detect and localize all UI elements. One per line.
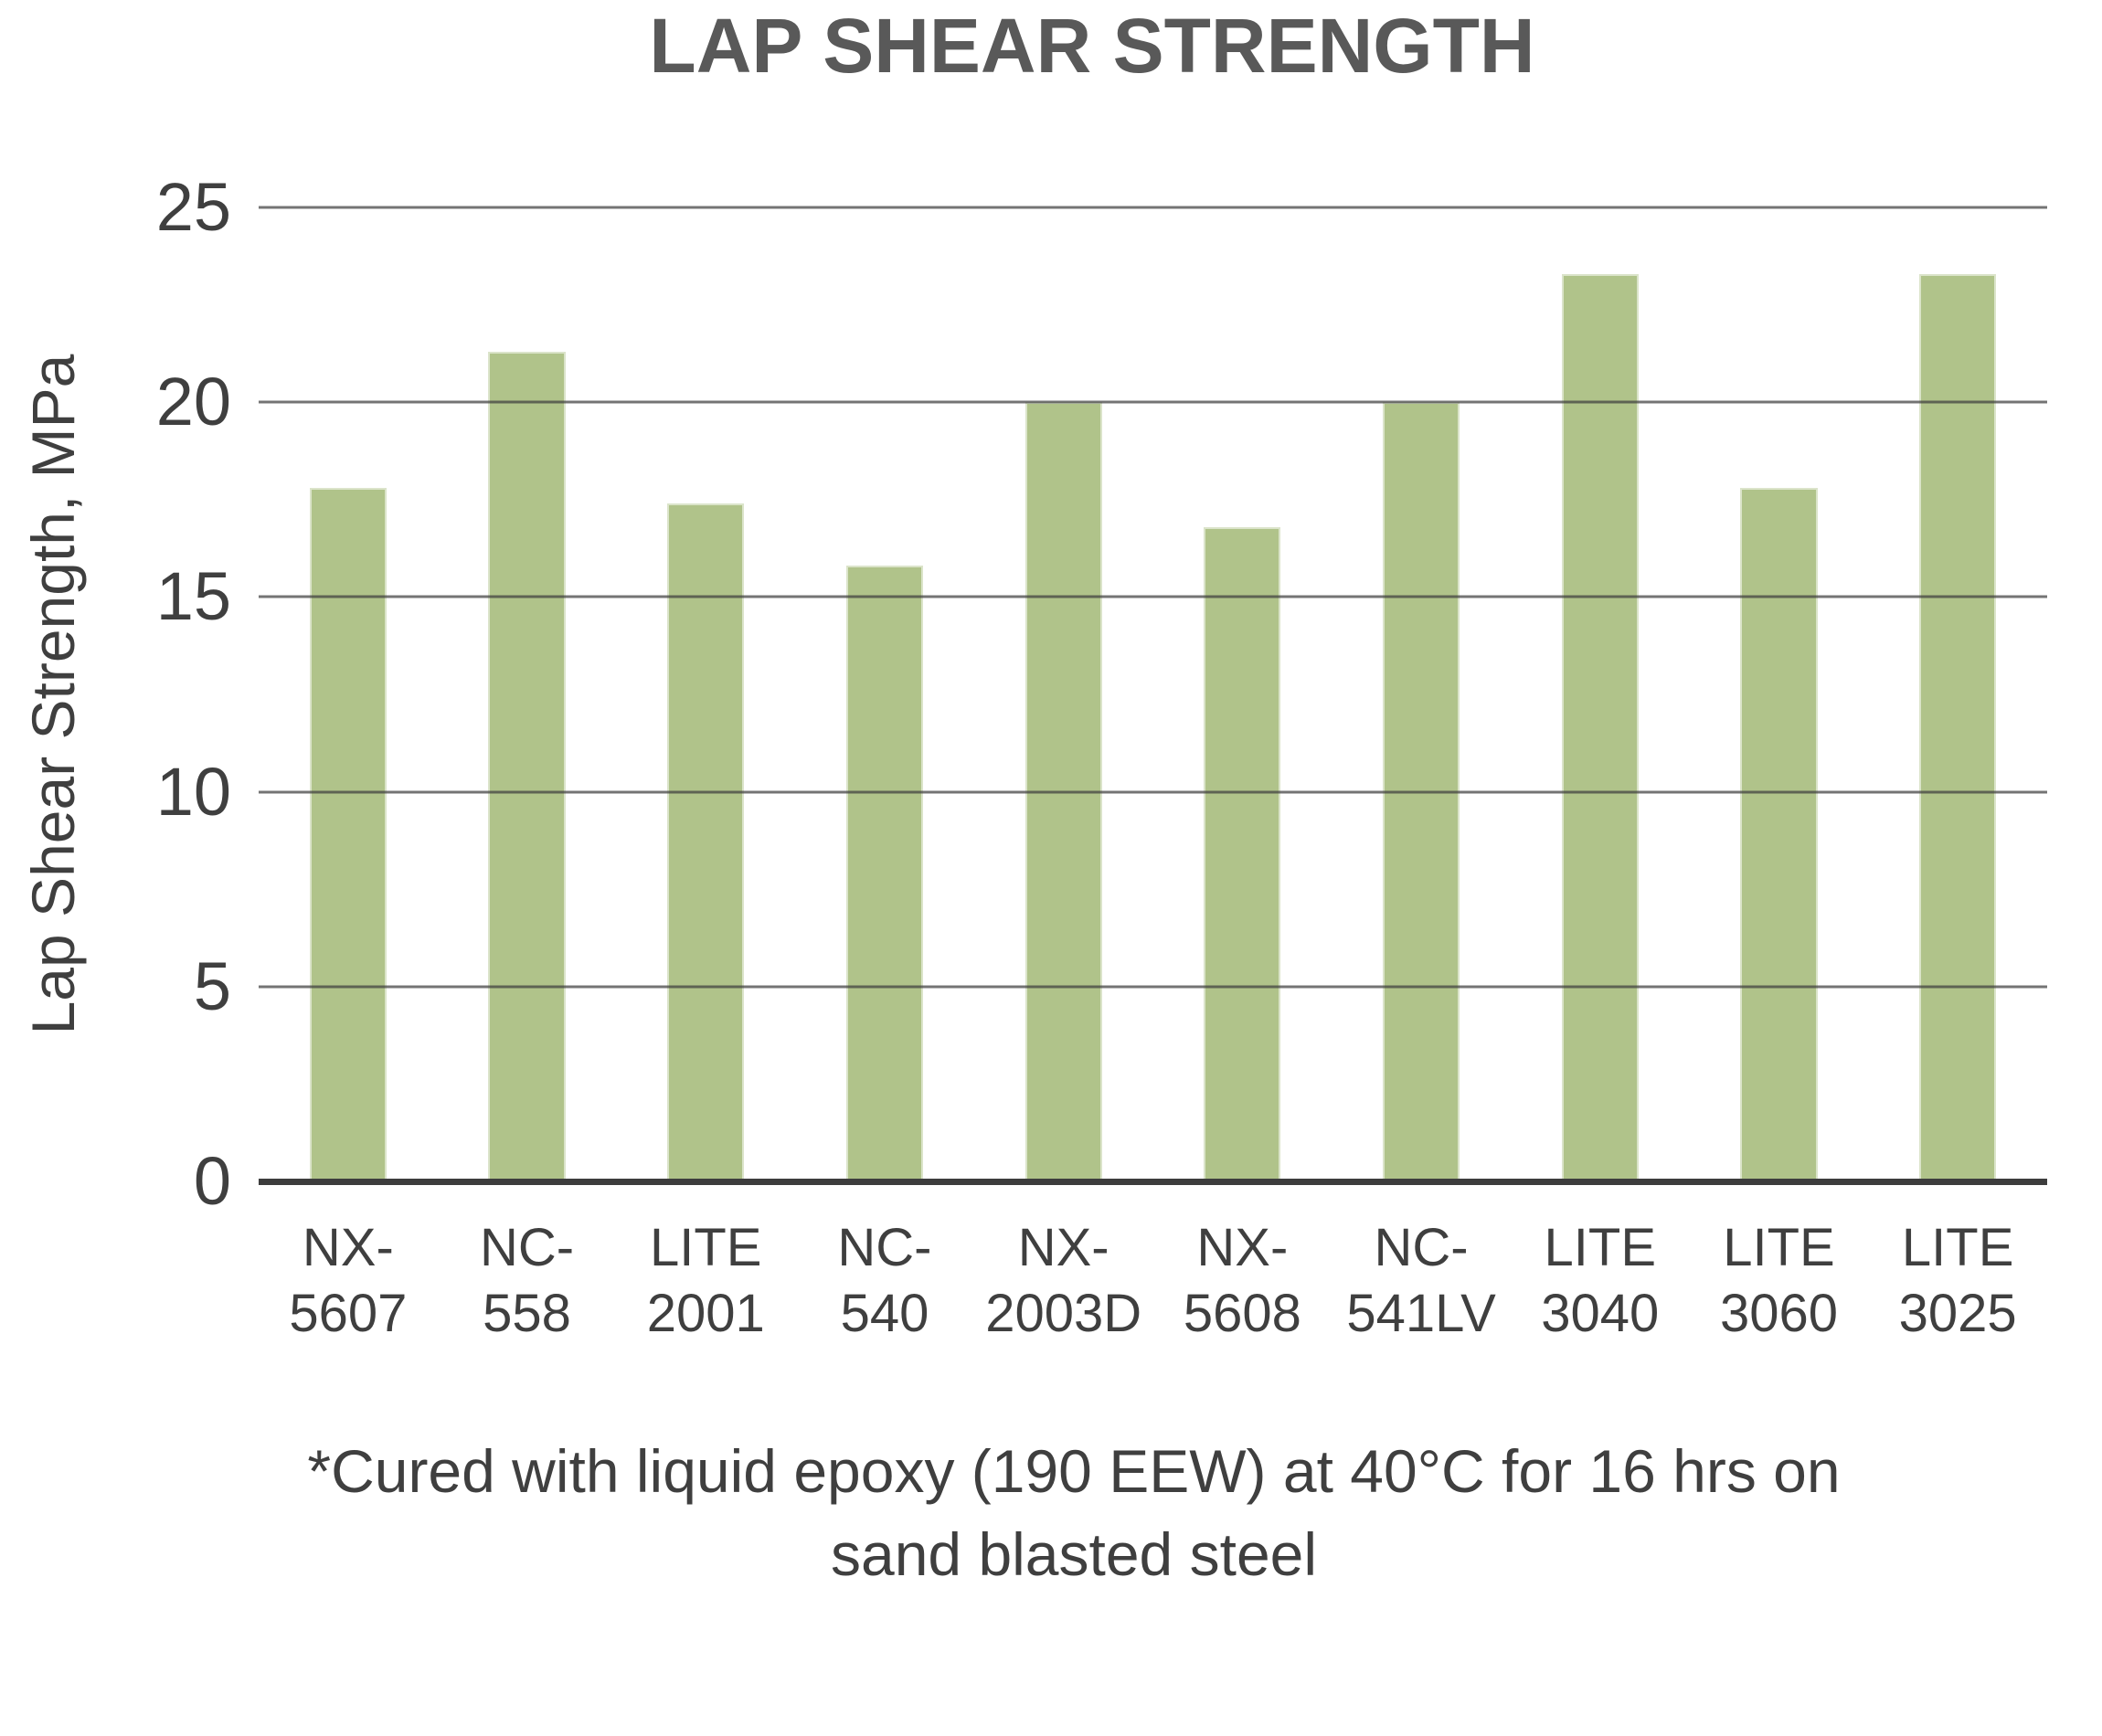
x-label-NC-540: NC- 540: [837, 1218, 932, 1343]
plot-area: [259, 206, 2047, 1185]
x-axis-line: [259, 1179, 2047, 1185]
y-axis-tick-labels: 0 5 10 15 20 25: [0, 174, 231, 1215]
x-label-NC-558: NC- 558: [480, 1218, 575, 1343]
bar-slot-NX-5608: [1153, 207, 1332, 1181]
bar-slot-NC-558: [438, 207, 617, 1181]
bars-container: [259, 207, 2047, 1181]
x-label-LITE 3060: LITE 3060: [1719, 1218, 1838, 1343]
footnote: *Cured with liquid epoxy (190 EEW) at 40…: [307, 1437, 1841, 1589]
gridline-15: [259, 595, 2047, 598]
x-label-NC-541LV: NC- 541LV: [1346, 1218, 1496, 1343]
x-axis-category-labels: NX- 5607 NC- 558 LITE 2001 NC- 540 NX- 2003D…: [259, 1215, 2047, 1347]
bar-NX-5607: [309, 488, 387, 1181]
bar-NX-5608: [1204, 526, 1281, 1181]
bar-slot-LITE 3025: [1868, 207, 2047, 1181]
x-label-NX-5608: NX- 5608: [1183, 1218, 1301, 1343]
x-label-LITE 3040: LITE 3040: [1541, 1218, 1660, 1343]
bar-slot-LITE 2001: [616, 207, 795, 1181]
bar-slot-NC-541LV: [1332, 207, 1511, 1181]
x-label-LITE 2001: LITE 2001: [646, 1218, 765, 1343]
y-tick-label-20: 20: [155, 364, 231, 440]
y-tick-label-15: 15: [155, 558, 231, 635]
y-tick-label-5: 5: [193, 947, 231, 1024]
gridline-25: [259, 206, 2047, 209]
bar-LITE 3025: [1919, 273, 1997, 1181]
y-tick-label-10: 10: [155, 753, 231, 830]
bar-slot-LITE 3040: [1511, 207, 1690, 1181]
y-tick-label-25: 25: [155, 169, 231, 245]
gridline-5: [259, 985, 2047, 989]
x-label-NX-5607: NX- 5607: [289, 1218, 408, 1343]
chart-title: LAP SHEAR STRENGTH: [649, 3, 1535, 89]
bar-NC-558: [488, 351, 566, 1181]
x-label-NX-2003D: NX- 2003D: [985, 1218, 1142, 1343]
bar-slot-LITE 3060: [1690, 207, 1869, 1181]
y-tick-label-0: 0: [193, 1143, 231, 1219]
x-label-LITE 3025: LITE 3025: [1898, 1218, 2017, 1343]
bar-NC-540: [845, 566, 924, 1181]
bar-slot-NC-540: [795, 207, 974, 1181]
gridline-10: [259, 790, 2047, 794]
bar-LITE 2001: [667, 503, 745, 1181]
bar-slot-NX-5607: [259, 207, 438, 1181]
gridline-20: [259, 400, 2047, 404]
bar-LITE 3040: [1561, 273, 1639, 1181]
bar-LITE 3060: [1740, 488, 1818, 1181]
bar-slot-NX-2003D: [974, 207, 1153, 1181]
